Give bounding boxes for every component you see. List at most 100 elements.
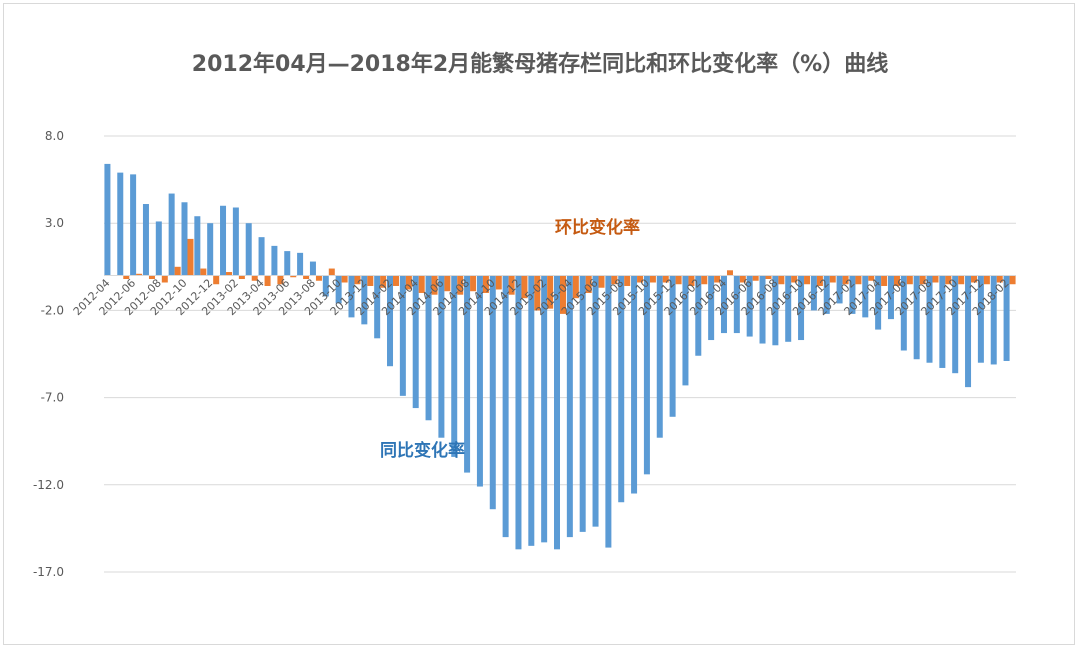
bar-tongbi xyxy=(528,275,535,546)
bar-tongbi xyxy=(862,275,869,318)
bar-huanbi xyxy=(752,275,759,281)
bar-huanbi xyxy=(393,275,400,286)
bar-tongbi xyxy=(579,275,586,532)
bar-huanbi xyxy=(983,275,990,285)
bar-huanbi xyxy=(791,275,798,283)
bar-huanbi xyxy=(714,275,721,283)
bar-huanbi xyxy=(534,275,541,311)
bar-tongbi xyxy=(194,216,201,276)
bar-tongbi xyxy=(849,275,856,314)
bar-huanbi xyxy=(611,275,618,285)
bar-tongbi xyxy=(746,275,753,337)
bar-tongbi xyxy=(541,275,548,543)
bar-tongbi xyxy=(733,275,740,334)
bar-tongbi xyxy=(284,251,291,276)
bar-huanbi xyxy=(816,275,823,286)
bar-huanbi xyxy=(238,275,245,280)
bar-tongbi xyxy=(117,172,124,276)
bar-tongbi xyxy=(669,275,676,417)
bar-tongbi xyxy=(566,275,573,538)
bar-huanbi xyxy=(136,273,143,276)
bar-tongbi xyxy=(399,275,406,396)
y-axis: 8.0 3.0 -2.0 -7.0 -12.0 -17.0 xyxy=(33,129,64,579)
bar-huanbi xyxy=(251,275,258,281)
bar-huanbi xyxy=(675,275,682,285)
bar-huanbi xyxy=(585,275,592,293)
bar-tongbi xyxy=(990,275,997,365)
bar-tongbi xyxy=(887,275,894,320)
bar-huanbi xyxy=(739,275,746,283)
bar-huanbi xyxy=(174,266,181,276)
bar-tongbi xyxy=(142,204,149,276)
bar-tongbi xyxy=(605,275,612,548)
bars xyxy=(104,163,1016,550)
y-tick-label: 8.0 xyxy=(45,129,64,143)
bar-huanbi xyxy=(881,275,888,286)
bar-tongbi xyxy=(977,275,984,363)
bar-tongbi xyxy=(476,275,483,487)
bar-huanbi xyxy=(919,275,926,285)
bar-huanbi xyxy=(971,275,978,283)
bar-huanbi xyxy=(367,275,374,286)
bar-huanbi xyxy=(996,275,1003,283)
bar-huanbi xyxy=(701,275,708,285)
bar-tongbi xyxy=(245,223,252,276)
bar-huanbi xyxy=(328,268,335,276)
bar-tongbi xyxy=(656,275,663,438)
bar-huanbi xyxy=(508,275,515,295)
bar-huanbi xyxy=(765,275,772,280)
bar-tongbi xyxy=(720,275,727,334)
bar-tongbi xyxy=(515,275,522,550)
bar-tongbi xyxy=(220,205,227,276)
bar-huanbi xyxy=(482,275,489,293)
bar-huanbi xyxy=(662,275,669,283)
bar-huanbi xyxy=(624,275,631,286)
bar-huanbi xyxy=(213,275,220,285)
bar-tongbi xyxy=(913,275,920,360)
bar-tongbi xyxy=(322,275,329,297)
bar-huanbi xyxy=(1009,275,1016,285)
y-tick-label: -2.0 xyxy=(41,303,64,317)
bar-tongbi xyxy=(823,275,830,314)
bar-huanbi xyxy=(829,275,836,283)
bar-huanbi xyxy=(726,270,733,276)
bar-huanbi xyxy=(688,275,695,286)
bar-tongbi xyxy=(900,275,907,351)
bar-huanbi xyxy=(868,275,875,281)
bar-tongbi xyxy=(168,193,175,276)
bar-tongbi xyxy=(181,202,188,276)
bar-tongbi xyxy=(810,275,817,311)
bar-huanbi xyxy=(187,238,194,276)
bar-tongbi xyxy=(335,275,342,304)
bar-tongbi xyxy=(682,275,689,386)
bar-huanbi xyxy=(470,275,477,292)
bar-huanbi xyxy=(457,275,464,295)
y-tick-label: -7.0 xyxy=(41,391,64,405)
bar-tongbi xyxy=(412,275,419,409)
bar-tongbi xyxy=(502,275,509,538)
chart-frame xyxy=(3,3,1075,645)
bar-tongbi xyxy=(695,275,702,356)
bar-tongbi xyxy=(965,275,972,388)
bar-tongbi xyxy=(271,245,278,276)
bar-tongbi xyxy=(232,207,239,276)
bar-huanbi xyxy=(303,275,310,280)
bar-tongbi xyxy=(759,275,766,344)
bar-huanbi xyxy=(495,275,502,290)
bar-tongbi xyxy=(952,275,959,374)
bar-tongbi xyxy=(785,275,792,342)
bar-tongbi xyxy=(489,275,496,510)
bar-tongbi xyxy=(798,275,805,341)
bar-tongbi xyxy=(425,275,432,421)
bar-huanbi xyxy=(277,275,284,285)
chart-title: 2012年04月—2018年2月能繁母猪存栏同比和环比变化率（%）曲线 xyxy=(191,52,889,77)
bar-tongbi xyxy=(464,275,471,473)
annotation-huanbi: 环比变化率 xyxy=(555,217,640,238)
bar-tongbi xyxy=(104,163,111,276)
bar-tongbi xyxy=(258,237,265,276)
bar-huanbi xyxy=(945,275,952,285)
bar-tongbi xyxy=(772,275,779,346)
bar-huanbi xyxy=(547,275,554,309)
bar-tongbi xyxy=(939,275,946,368)
bar-huanbi xyxy=(315,275,322,281)
